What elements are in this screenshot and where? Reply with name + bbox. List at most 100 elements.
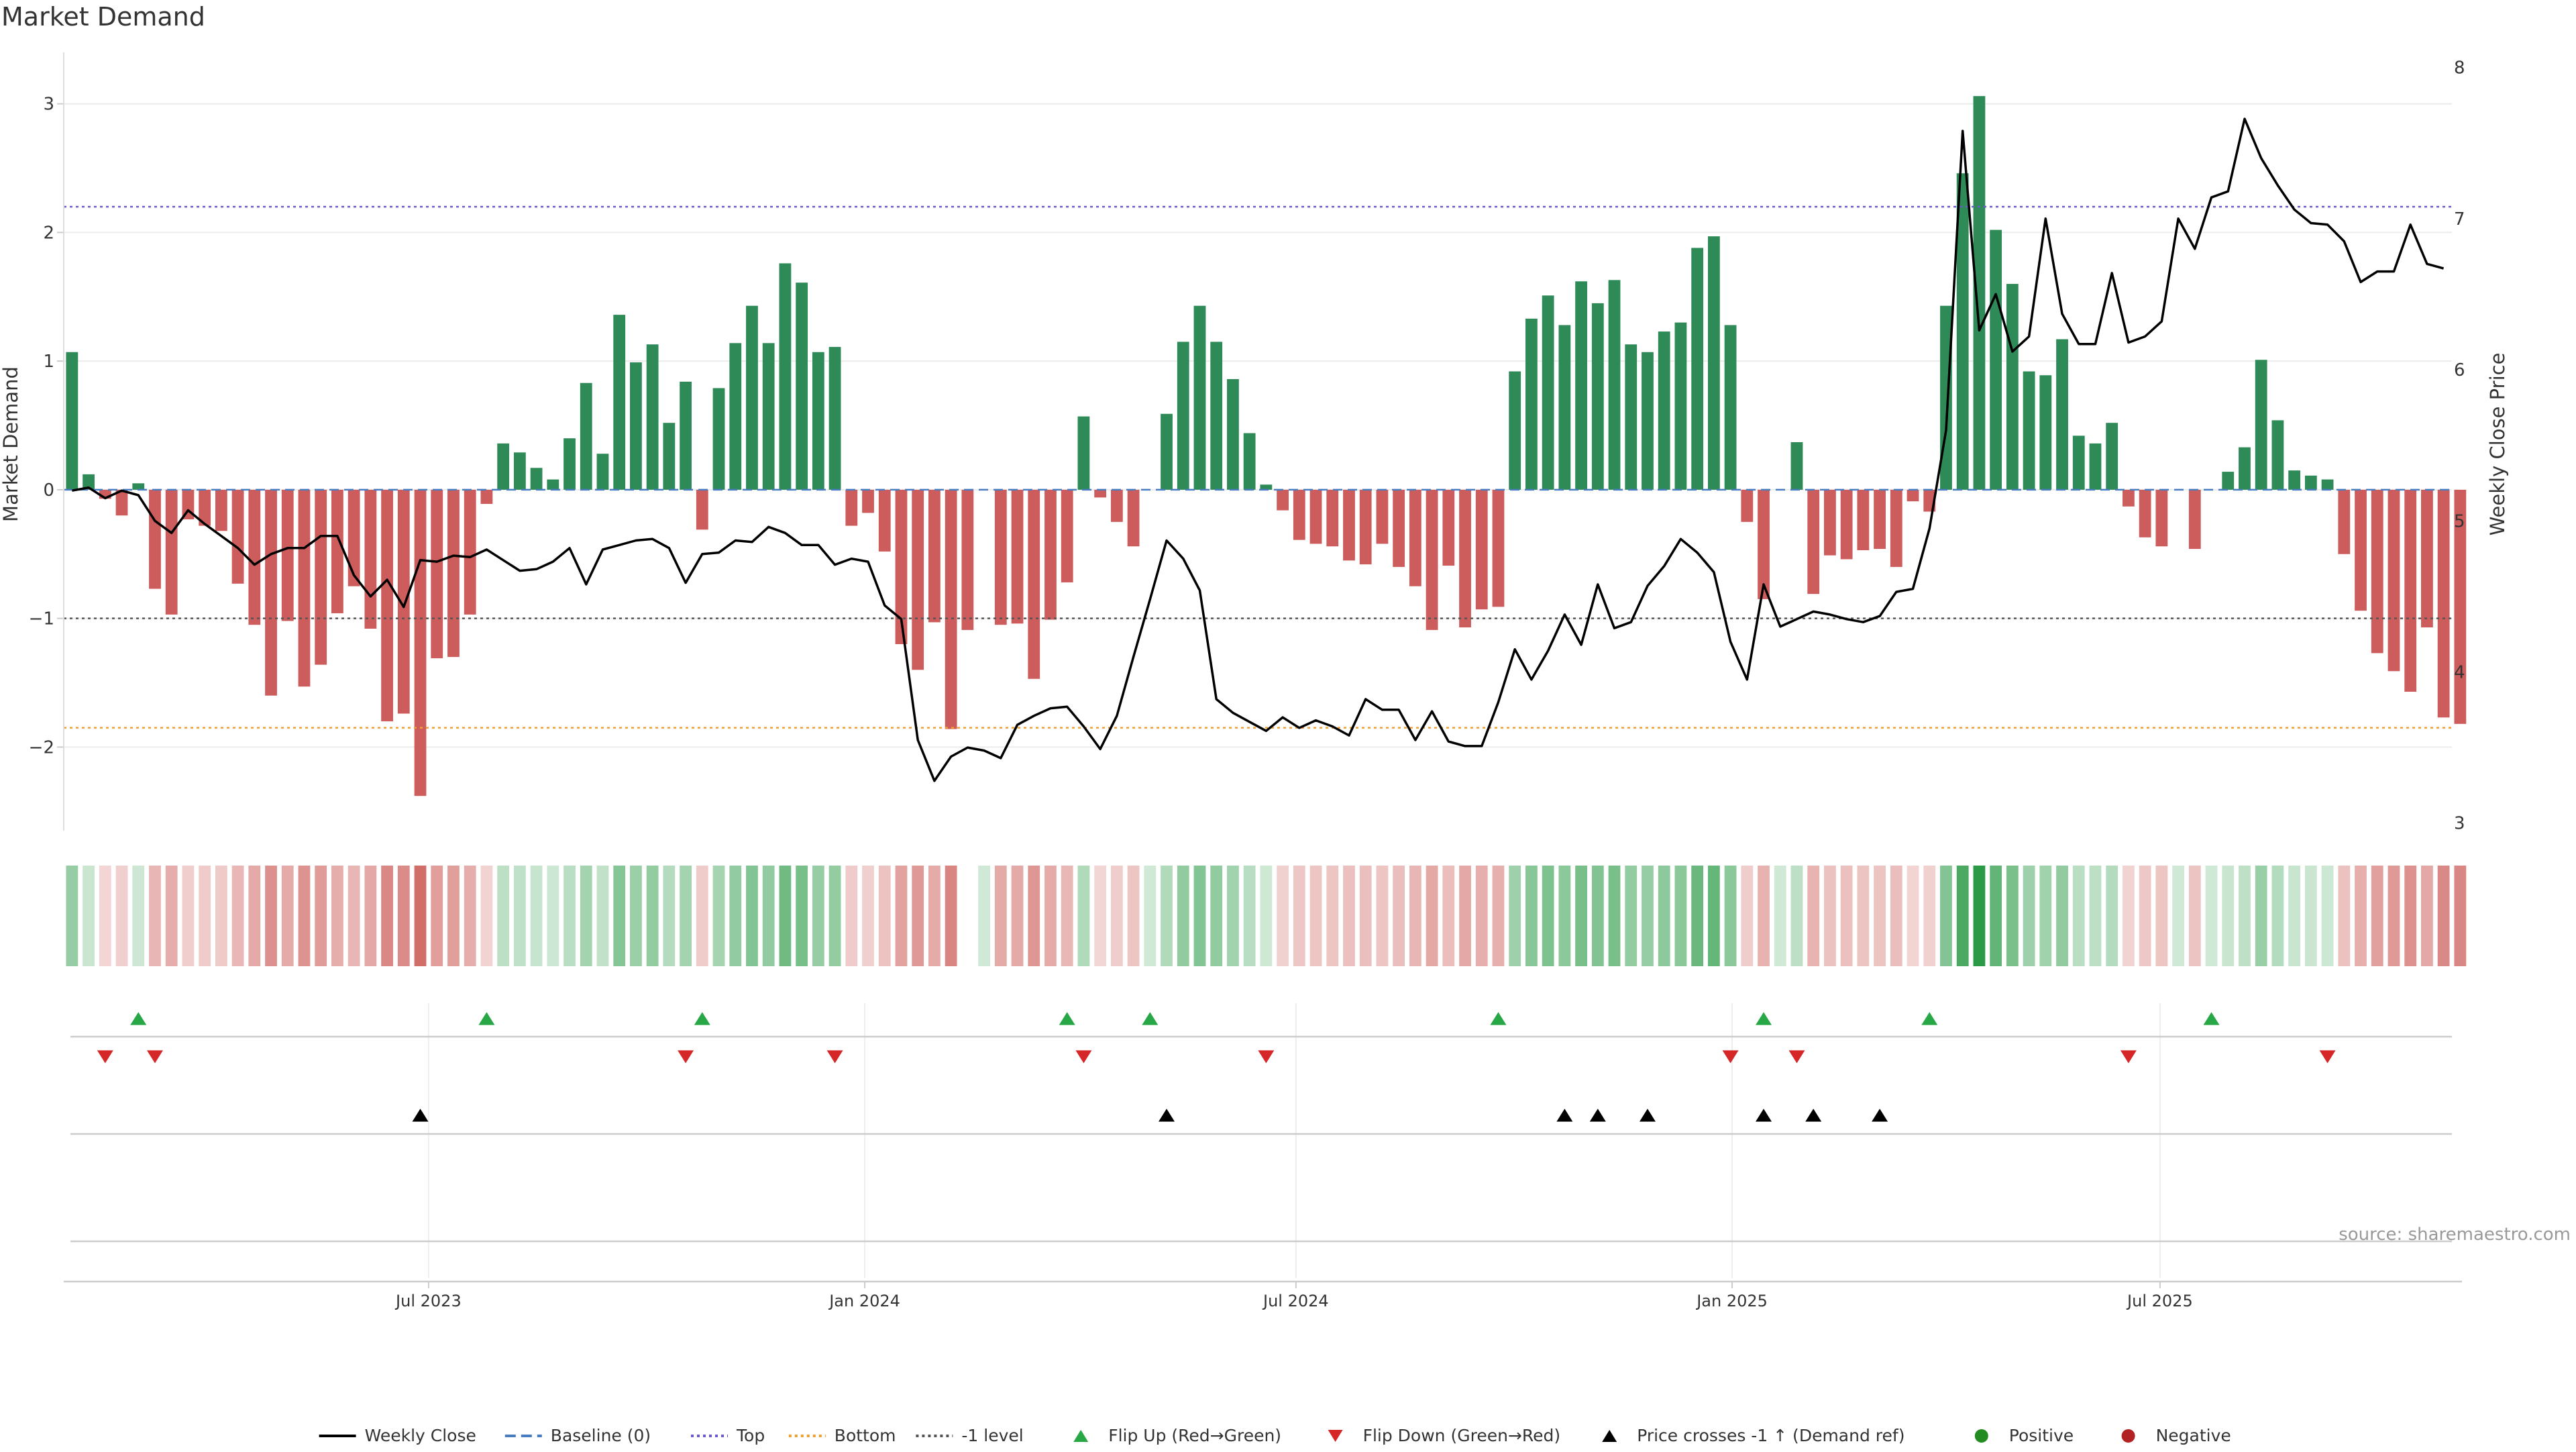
heat-cell: [2205, 866, 2218, 966]
chart-title: Market Demand: [1, 2, 205, 32]
x-tick-label: Jul 2024: [1262, 1292, 1329, 1310]
demand-bar-positive: [564, 438, 576, 490]
demand-bar-negative: [2404, 489, 2417, 692]
heat-cell: [663, 866, 676, 966]
demand-bar-positive: [663, 423, 676, 490]
price-cross-marker: [1805, 1108, 1822, 1122]
heat-cell: [1608, 866, 1621, 966]
y-tick-label-right: 6: [2454, 360, 2465, 380]
heat-cell: [1044, 866, 1057, 966]
heat-cell: [1525, 866, 1538, 966]
demand-bar-negative: [414, 489, 427, 796]
demand-bar-negative: [2139, 489, 2151, 537]
demand-bar-positive: [580, 382, 592, 490]
demand-bar-positive: [712, 388, 725, 490]
legend-label: -1 level: [961, 1426, 1023, 1445]
heat-cell: [1277, 866, 1289, 966]
legend-swatch-dot: [2121, 1429, 2135, 1443]
heat-cell: [66, 866, 78, 966]
demand-bar-negative: [1309, 489, 1322, 544]
legend-label: Positive: [2009, 1426, 2074, 1445]
heat-cell: [1475, 866, 1488, 966]
heat-cell: [513, 866, 526, 966]
demand-bar-positive: [828, 347, 841, 490]
demand-bar-positive: [2023, 371, 2035, 490]
demand-bar-negative: [215, 489, 227, 531]
x-tick-label: Jul 2023: [394, 1292, 462, 1310]
demand-bar-negative: [281, 489, 294, 621]
heat-cell: [994, 866, 1007, 966]
demand-bar-negative: [1376, 489, 1389, 544]
heat-cell: [1110, 866, 1123, 966]
heat-cell: [2089, 866, 2102, 966]
flip-up-marker: [1490, 1012, 1507, 1025]
flip-down-marker: [146, 1050, 163, 1064]
heat-cell: [231, 866, 244, 966]
legend-item: -1 level: [916, 1426, 1024, 1445]
flip-up-marker: [130, 1012, 147, 1025]
flip-up-marker: [1142, 1012, 1159, 1025]
flip-up-marker: [1921, 1012, 1938, 1025]
price-cross-marker: [1639, 1108, 1656, 1122]
demand-bar-negative: [1110, 489, 1123, 522]
demand-bar-negative: [1840, 489, 1853, 560]
heat-cell: [1127, 866, 1140, 966]
demand-bar-negative: [248, 489, 261, 625]
demand-bar-negative: [845, 489, 858, 526]
flip-up-marker: [2203, 1012, 2220, 1025]
heat-cell: [796, 866, 808, 966]
y-tick-label-left: 0: [43, 480, 54, 501]
legend-label: Bottom: [835, 1426, 896, 1445]
heat-cell: [2222, 866, 2235, 966]
demand-bar-negative: [364, 489, 377, 629]
demand-bar-positive: [1161, 413, 1173, 490]
demand-bar-negative: [149, 489, 161, 589]
x-tick-label: Jan 2025: [1695, 1292, 1768, 1310]
demand-bar-negative: [1807, 489, 1820, 594]
heat-cell: [1857, 866, 1870, 966]
demand-bar-negative: [315, 489, 327, 665]
demand-bar-positive: [2288, 470, 2301, 490]
heat-cell: [1741, 866, 1754, 966]
flip-up-marker: [478, 1012, 495, 1025]
demand-bar-negative: [1359, 489, 1372, 565]
heat-cell: [1309, 866, 1322, 966]
heat-cell: [630, 866, 642, 966]
demand-bar-negative: [115, 489, 128, 516]
demand-bar-negative: [945, 489, 957, 729]
heat-cell: [2371, 866, 2383, 966]
demand-bar-positive: [530, 468, 543, 490]
demand-bar-positive: [2255, 360, 2267, 490]
heat-cell: [2139, 866, 2151, 966]
demand-bar-negative: [1061, 489, 1073, 582]
demand-bar-negative: [1741, 489, 1754, 522]
heat-cell: [1492, 866, 1505, 966]
heat-cell: [2106, 866, 2118, 966]
heat-cell: [1326, 866, 1339, 966]
demand-bar-positive: [1973, 96, 1986, 490]
demand-bar-positive: [1542, 295, 1554, 490]
heat-cell: [2155, 866, 2168, 966]
demand-bar-positive: [1591, 303, 1604, 490]
heat-cell: [265, 866, 277, 966]
demand-bar-negative: [1890, 489, 1902, 567]
demand-bar-positive: [547, 479, 559, 490]
demand-bar-negative: [231, 489, 244, 584]
demand-bar-negative: [1028, 489, 1040, 679]
flip-down-marker: [97, 1050, 113, 1064]
heat-cell: [497, 866, 510, 966]
heat-cell: [1509, 866, 1521, 966]
heat-cell: [580, 866, 592, 966]
heat-cell: [2387, 866, 2400, 966]
demand-bar-negative: [1442, 489, 1455, 566]
demand-bar-positive: [2304, 475, 2317, 490]
heat-cell: [2006, 866, 2019, 966]
heat-cell: [2304, 866, 2317, 966]
demand-bar-positive: [596, 454, 609, 490]
demand-bar-positive: [1724, 325, 1737, 490]
heat-cell: [2239, 866, 2251, 966]
heat-cell: [547, 866, 559, 966]
flip-down-marker: [2319, 1050, 2336, 1064]
